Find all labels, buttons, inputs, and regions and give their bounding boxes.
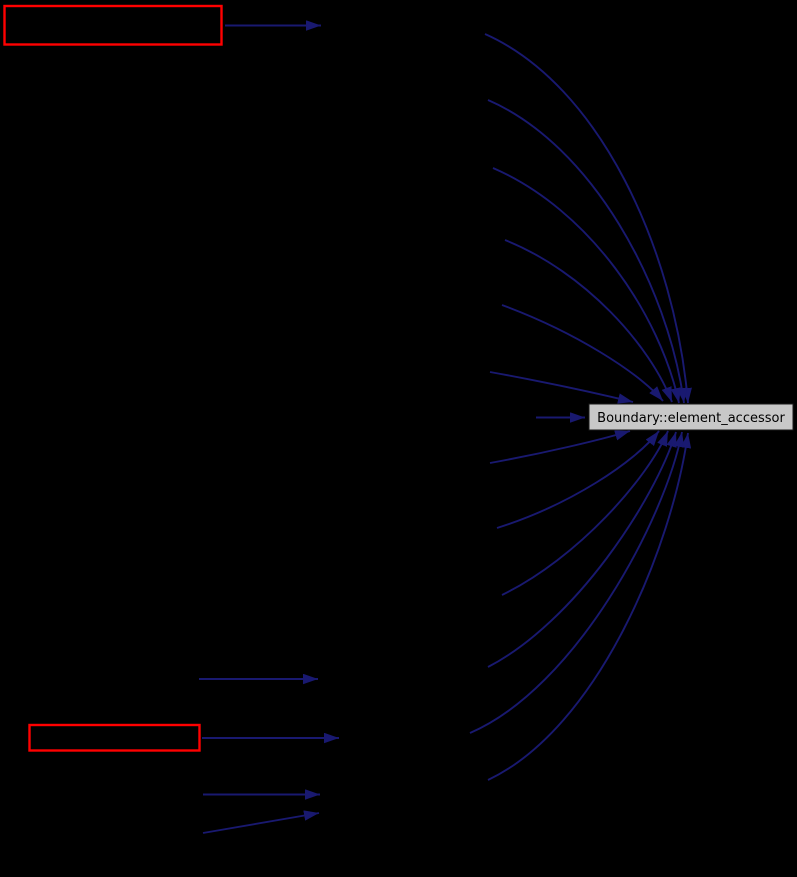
highlighted-caller-node-bottom[interactable] xyxy=(28,723,201,752)
edge-curve-4 xyxy=(504,239,673,403)
edge-curve-5 xyxy=(501,304,664,402)
curved-edges-top xyxy=(484,33,692,404)
highlighted-caller-node-top[interactable] xyxy=(3,4,223,46)
left-column-arrows xyxy=(199,20,339,834)
edge-curve-7 xyxy=(489,430,631,464)
edge-curve-11 xyxy=(469,431,685,734)
focus-node-label: Boundary::element_accessor xyxy=(597,411,785,426)
edge-curve-3 xyxy=(492,167,681,404)
edge-curve-9 xyxy=(501,430,669,596)
edge-curve-10 xyxy=(487,431,677,668)
edge-curve-8 xyxy=(496,430,660,529)
edge-curve-6 xyxy=(489,371,634,404)
focus-node: Boundary::element_accessor xyxy=(588,403,794,431)
edge-curve-12 xyxy=(487,432,692,781)
edge-curve-2 xyxy=(487,99,688,404)
curved-edges-bottom xyxy=(469,430,692,781)
focus-node-box xyxy=(588,403,794,431)
edge-curve-1 xyxy=(484,33,692,404)
edge-lower-caller-3 xyxy=(202,810,320,834)
